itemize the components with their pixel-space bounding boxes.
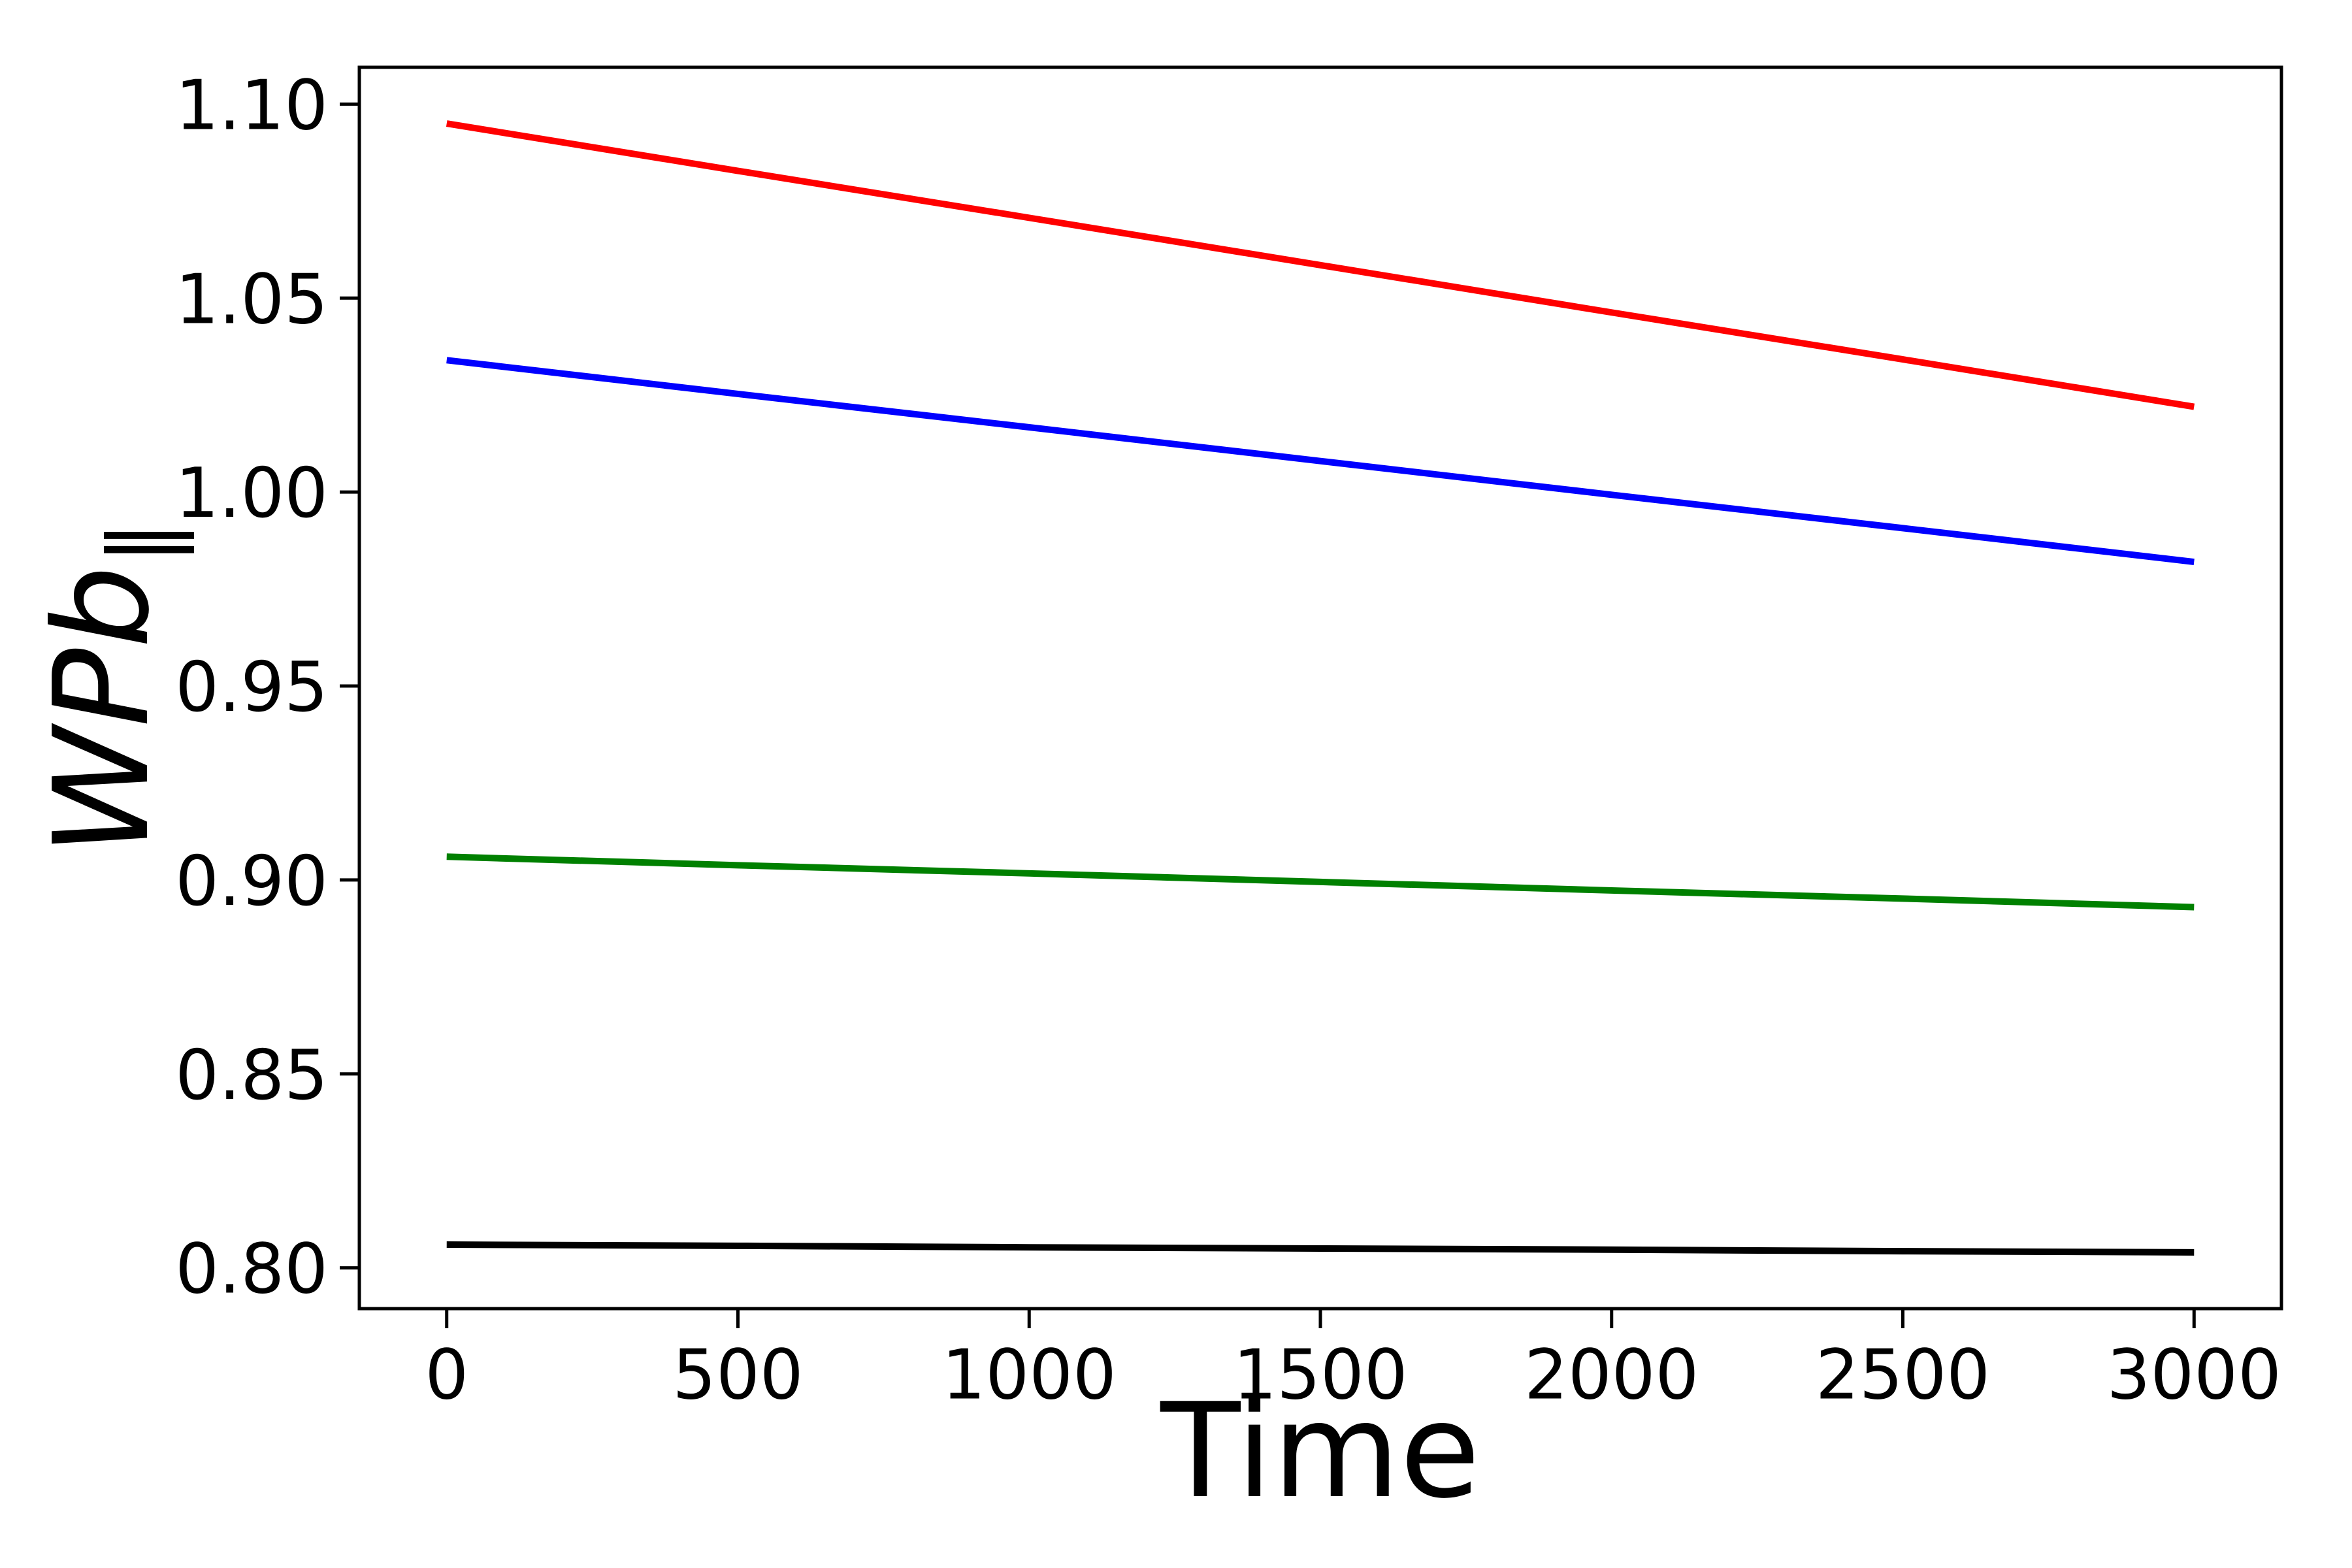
blue-line	[446, 357, 2195, 565]
red-line	[446, 120, 2195, 410]
series-lines	[446, 120, 2195, 1256]
y-tick-label: 1.00	[175, 453, 328, 533]
black-line	[446, 1241, 2195, 1256]
y-tick-label: 0.95	[175, 647, 328, 727]
x-tick-label: 2500	[1816, 1335, 1990, 1415]
x-tick-label: 1000	[942, 1335, 1117, 1415]
y-axis-label-subscript: ∥	[90, 519, 197, 565]
y-axis-label-main: WPb	[26, 565, 178, 856]
y-axis-ticks: 0.80 0.85 0.90 0.95 1.00 1.05 1.10	[175, 65, 359, 1309]
x-tick-label: 3000	[2107, 1335, 2281, 1415]
y-axis-label: WPb∥	[26, 519, 197, 856]
y-tick-label: 0.90	[175, 841, 328, 921]
y-tick-label: 1.05	[175, 259, 328, 339]
x-tick-label: 500	[672, 1335, 803, 1415]
x-tick-label: 0	[425, 1335, 468, 1415]
green-line	[446, 853, 2195, 911]
x-tick-label: 1500	[1233, 1335, 1407, 1415]
y-tick-label: 1.10	[175, 65, 328, 145]
y-tick-label: 0.85	[175, 1036, 328, 1115]
x-tick-label: 2000	[1524, 1335, 1699, 1415]
x-axis-ticks: 0 500 1000 1500 2000 2500 3000	[425, 1309, 2281, 1415]
y-tick-label: 0.80	[175, 1230, 328, 1309]
x-axis-label: Time	[1160, 1375, 1480, 1527]
